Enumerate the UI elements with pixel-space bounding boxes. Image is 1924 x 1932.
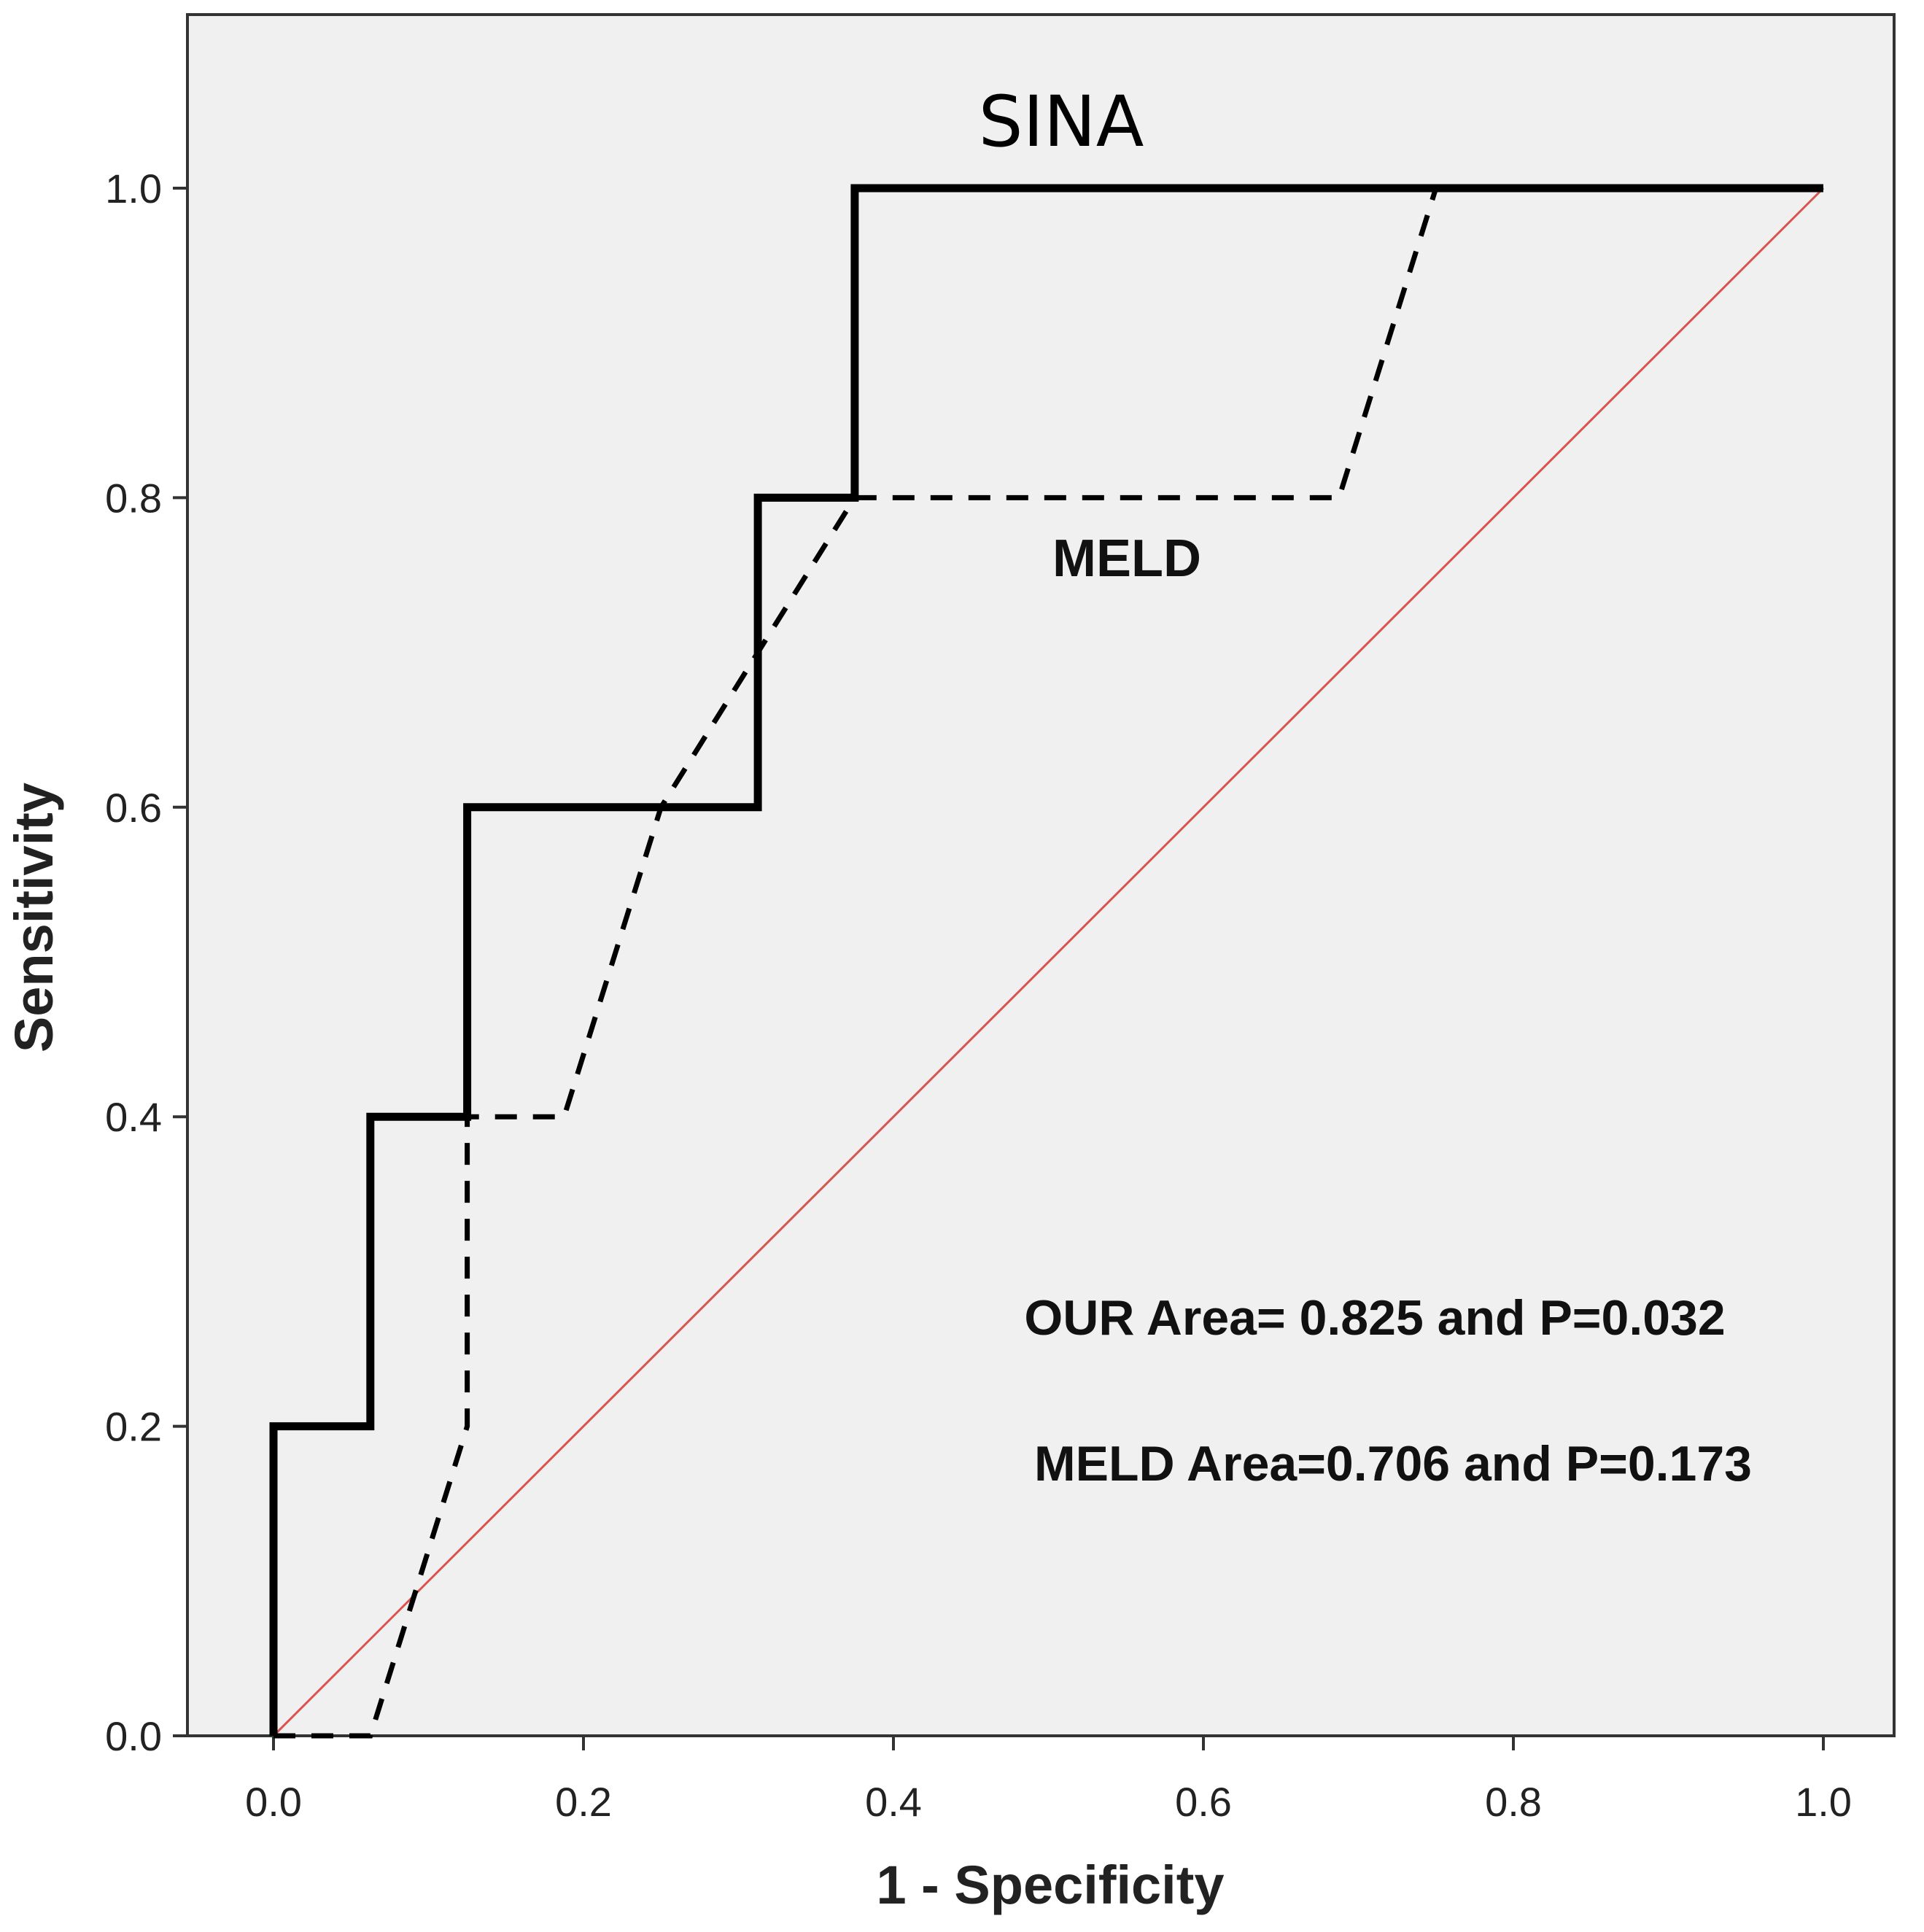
x-tick-label: 0.6 — [1175, 1779, 1232, 1825]
x-axis-title: 1 - Specificity — [876, 1855, 1224, 1915]
y-tick-label: 0.2 — [105, 1404, 162, 1450]
y-tick-label: 0.4 — [105, 1094, 162, 1140]
y-tick-label: 0.8 — [105, 475, 162, 521]
plot-background — [186, 13, 1896, 1737]
x-axis-ticks: 0.0 0.2 0.4 0.6 0.8 1.0 — [245, 1736, 1852, 1825]
y-tick-label: 0.0 — [105, 1713, 162, 1759]
x-tick-label: 0.2 — [555, 1779, 612, 1825]
x-tick-label: 1.0 — [1795, 1779, 1852, 1825]
meld-curve-label: MELD — [1052, 529, 1201, 588]
series-layer — [269, 184, 1825, 1739]
meld-area-annotation: MELD Area=0.706 and P=0.173 — [1034, 1436, 1752, 1491]
y-axis-title: Sensitivity — [4, 783, 64, 1052]
y-tick-label: 0.6 — [105, 785, 162, 831]
x-tick-label: 0.8 — [1485, 1779, 1542, 1825]
y-tick-label: 1.0 — [105, 166, 162, 212]
y-axis-ticks: 0.0 0.2 0.4 0.6 0.8 1.0 — [105, 166, 187, 1759]
series-line-reference — [272, 187, 1825, 1737]
our-area-annotation: OUR Area= 0.825 and P=0.032 — [1024, 1290, 1725, 1346]
chart-title: SINA — [979, 81, 1144, 163]
series-line-meld — [274, 185, 1823, 1739]
x-tick-label: 0.4 — [865, 1779, 922, 1825]
series-line-sina — [269, 184, 1823, 1736]
x-tick-label: 0.0 — [245, 1779, 302, 1825]
